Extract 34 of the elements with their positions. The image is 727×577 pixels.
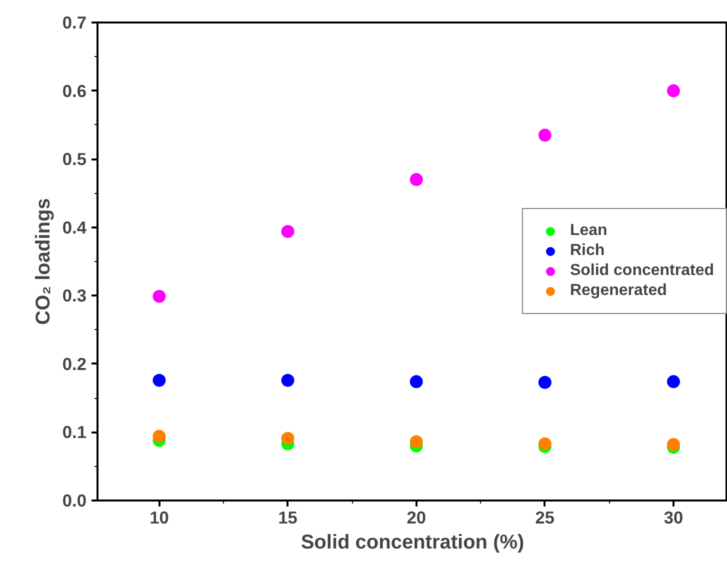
- y-tick-label: 0.0: [62, 490, 87, 510]
- point: [152, 374, 166, 387]
- point: [538, 376, 552, 389]
- point: [538, 128, 552, 142]
- x-tick-label: 20: [406, 508, 426, 528]
- legend-label: Solid concentrated: [570, 262, 714, 280]
- legend-label: Lean: [570, 222, 608, 240]
- point: [667, 84, 680, 98]
- point: [667, 375, 680, 388]
- x-axis-title: Solid concentration (%): [300, 532, 524, 554]
- y-tick-label: 0.1: [62, 422, 87, 442]
- point: [152, 290, 166, 303]
- y-tick-label: 0.6: [62, 80, 87, 101]
- point: [410, 173, 423, 186]
- y-axis-title: CO₂ loadings: [32, 198, 54, 325]
- point: [281, 432, 294, 445]
- x-tick-label: 10: [150, 508, 169, 528]
- point: [410, 375, 423, 388]
- y-tick-label: 0.3: [62, 286, 87, 306]
- y-tick-label: 0.2: [62, 354, 87, 374]
- legend-label: Rich: [570, 242, 605, 260]
- point: [281, 224, 294, 238]
- y-tick-label: 0.5: [62, 149, 87, 170]
- point: [538, 437, 552, 450]
- x-tick-label: 25: [535, 508, 555, 528]
- point: [281, 374, 294, 387]
- point: [667, 438, 680, 451]
- y-tick-label: 0.4: [62, 217, 87, 238]
- x-tick-label: 30: [664, 508, 684, 528]
- x-tick-label: 15: [278, 508, 298, 528]
- point: [410, 435, 423, 448]
- legend-label: Regenerated: [570, 282, 667, 300]
- y-tick-label: 0.7: [62, 12, 87, 32]
- point: [152, 430, 166, 443]
